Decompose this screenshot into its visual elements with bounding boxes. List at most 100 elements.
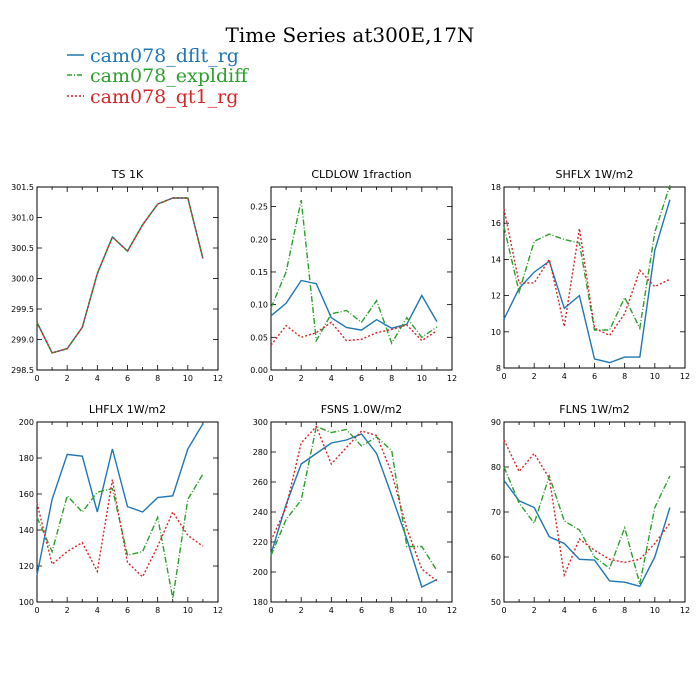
x-tick-label: 0 [501,606,506,615]
series-line-cam078_expldiff [270,199,438,345]
plot-frame [36,186,219,371]
series-line-cam078_dflt_rg [270,433,438,588]
x-tick-label: 8 [622,606,627,615]
y-tick-label: 220 [253,538,268,547]
panel-3: SHFLX 1W/m2 0 2 4 6 8 10 12 8 10 12 14 16 18 [491,168,690,381]
y-tick-label: 300.5 [11,244,34,253]
x-tick-label: 0 [268,606,273,615]
y-tick-label: 14 [491,255,501,264]
series-line-cam078_qt1_rg [36,197,204,354]
x-tick-label: 12 [213,606,223,615]
x-tick-label: 6 [125,606,130,615]
panel-title: LHFLX 1W/m2 [89,403,166,416]
y-tick-label: 300 [253,418,268,427]
x-tick-label: 6 [359,606,364,615]
x-tick-label: 2 [532,372,537,381]
y-tick-label: 240 [253,508,268,517]
x-tick-label: 10 [183,374,193,383]
y-tick-label: 0.15 [250,268,268,277]
x-tick-label: 2 [65,374,70,383]
panel-title: CLDLOW 1fraction [311,168,411,181]
y-tick-label: 100 [19,598,34,607]
x-tick-label: 0 [34,606,39,615]
x-tick-label: 10 [417,374,427,383]
y-tick-label: 301.5 [11,183,34,192]
x-tick-label: 6 [592,372,597,381]
x-tick-label: 0 [34,374,39,383]
x-tick-label: 6 [125,374,130,383]
y-tick-label: 60 [491,553,501,562]
x-tick-label: 2 [532,606,537,615]
plot-frame [270,421,453,603]
x-tick-label: 4 [95,606,100,615]
y-tick-label: 120 [19,562,34,571]
x-tick-label: 12 [447,374,457,383]
series-line-cam078_dflt_rg [36,197,204,354]
series-line-cam078_qt1_rg [503,439,671,578]
panel-2: CLDLOW 1fraction 0 2 4 6 8 10 12 0.00 0.05 0.10 0.1… [250,168,457,383]
y-tick-label: 160 [19,490,34,499]
y-tick-label: 18 [491,183,501,192]
x-tick-label: 8 [622,372,627,381]
x-tick-label: 8 [389,374,394,383]
y-tick-label: 298.5 [11,366,34,375]
panel-6: FLNS 1W/m2 0 2 4 6 8 10 12 50 60 70 80 90 [491,403,690,615]
x-tick-label: 8 [389,606,394,615]
series-line-cam078_dflt_rg [270,279,438,331]
series-line-cam078_dflt_rg [503,480,671,588]
plot-frame [36,421,219,603]
y-tick-label: 0.25 [250,203,268,212]
legend: cam078_dflt_rg cam078_expldiff cam078_qt… [67,45,249,108]
x-tick-label: 4 [562,372,567,381]
x-tick-label: 12 [213,374,223,383]
panel-title: SHFLX 1W/m2 [555,168,633,181]
x-tick-label: 8 [155,374,160,383]
figure-title: Time Series at300E,17N [226,23,475,47]
y-tick-label: 180 [19,454,34,463]
y-tick-label: 90 [491,418,501,427]
x-tick-label: 10 [650,606,660,615]
y-tick-label: 16 [491,219,501,228]
panels: TS 1K 0 2 4 6 8 10 12 298.5 299.0 299.5 300.0 300.5 3… [11,168,690,615]
y-tick-label: 70 [491,508,501,517]
y-tick-label: 0.20 [250,235,268,244]
y-tick-label: 180 [253,598,268,607]
y-tick-label: 0.10 [250,301,268,310]
y-tick-label: 299.5 [11,305,34,314]
x-tick-label: 12 [680,372,690,381]
plot-frame [503,186,686,369]
panel-5: FSNS 1.0W/m2 0 2 4 6 8 10 12 180 200 220 240 260 280 3… [253,403,457,615]
y-tick-label: 280 [253,448,268,457]
x-tick-label: 4 [562,606,567,615]
y-tick-label: 299.0 [11,336,34,345]
series-line-cam078_qt1_rg [270,321,438,346]
panel-4: LHFLX 1W/m2 0 2 4 6 8 10 12 100 120 140 160 180 200 [19,403,223,615]
legend-label-dflt: cam078_dflt_rg [90,45,239,67]
y-tick-label: 80 [491,463,501,472]
x-tick-label: 12 [680,606,690,615]
panel-1: TS 1K 0 2 4 6 8 10 12 298.5 299.0 299.5 300.0 300.5 3… [11,168,223,383]
y-tick-label: 8 [496,364,501,373]
x-tick-label: 12 [447,606,457,615]
x-tick-label: 10 [417,606,427,615]
legend-entry-dflt: cam078_dflt_rg [67,45,239,67]
x-tick-label: 2 [299,374,304,383]
x-tick-label: 6 [592,606,597,615]
y-tick-label: 0.05 [250,333,268,342]
x-tick-label: 6 [359,374,364,383]
y-tick-label: 0.00 [250,366,268,375]
y-tick-label: 140 [19,526,34,535]
y-tick-label: 12 [491,292,501,301]
y-tick-label: 260 [253,478,268,487]
x-tick-label: 8 [155,606,160,615]
x-tick-label: 2 [65,606,70,615]
panel-title: TS 1K [111,168,144,181]
series-line-cam078_expldiff [503,466,671,585]
plot-frame [503,421,686,603]
panel-title: FSNS 1.0W/m2 [321,403,403,416]
legend-entry-qt1: cam078_qt1_rg [67,86,238,108]
y-tick-label: 300.0 [11,275,34,284]
series-line-cam078_dflt_rg [36,423,204,576]
series-line-cam078_dflt_rg [503,199,671,364]
